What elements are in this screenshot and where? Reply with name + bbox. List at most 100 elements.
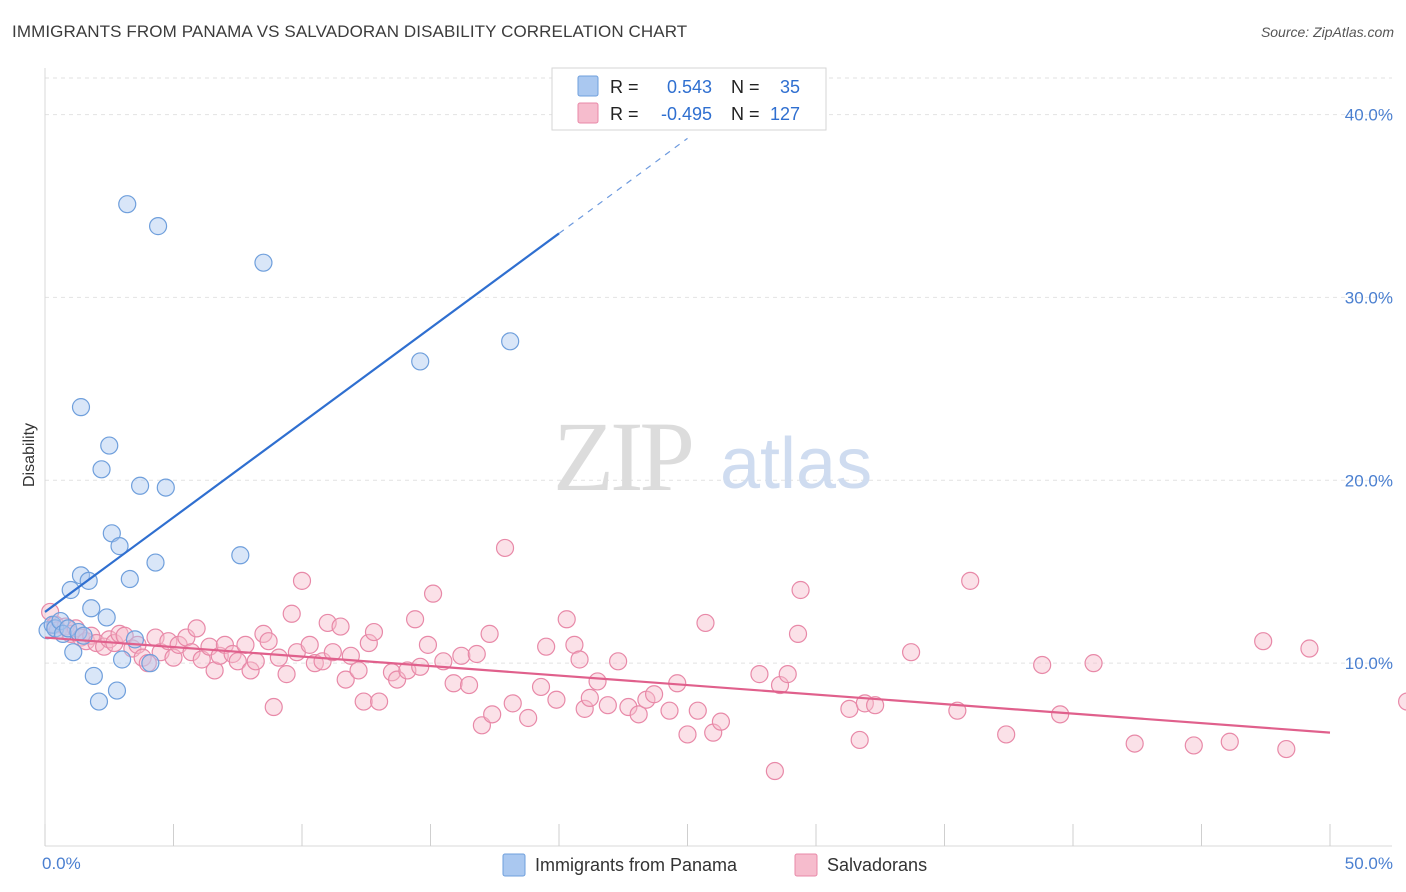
data-point [1184,736,1203,755]
data-point [418,635,438,654]
stats-n-value-blue: 35 [780,77,800,97]
data-point [264,697,283,717]
stats-r-value-blue: 0.543 [667,77,712,97]
data-point [467,644,486,664]
data-point [961,571,980,590]
data-point [1220,732,1239,751]
data-point [84,666,103,686]
bottom-legend: Immigrants from Panama Salvadorans [502,853,927,877]
data-point [1398,692,1406,711]
data-point [215,635,234,654]
data-point [501,332,520,351]
data-point [575,699,594,718]
data-point [452,646,471,665]
legend-label-salvadorans: Salvadorans [827,855,927,875]
data-point [292,571,312,590]
data-point [246,652,265,671]
data-point [765,761,784,781]
data-point [92,460,111,479]
data-point [112,650,132,669]
x-ticks [44,824,1331,846]
data-point [660,701,679,720]
data-point [269,648,288,667]
trendline-panama [44,232,560,613]
data-point [331,617,350,636]
data-point [483,705,502,724]
trendlines [44,137,1331,734]
legend-label-panama: Immigrants from Panama [535,855,738,875]
data-point [156,478,175,497]
chart-title: IMMIGRANTS FROM PANAMA VS SALVADORAN DIS… [12,22,688,41]
data-point [866,696,885,715]
data-point [1254,632,1273,651]
y-axis-title: Disability [21,423,38,487]
data-point [997,725,1016,744]
data-point [110,537,129,556]
data-point [89,692,109,711]
data-point [711,712,731,731]
stats-legend: R = 0.543 N = 35 R = -0.495 N = 127 [551,67,827,131]
y-tick-label: 20.0% [1345,471,1393,490]
data-point [241,661,260,680]
gridlines [45,77,1392,664]
data-point [354,692,373,711]
watermark-atlas: atlas [720,424,872,504]
data-point [148,217,168,236]
x-tick-label-min: 0.0% [42,854,81,873]
data-point [688,701,707,720]
data-point [570,650,589,669]
data-point [370,692,389,711]
stats-legend-swatch-pink [577,102,599,124]
stats-r-label-pink: R = [610,104,639,124]
data-point [503,694,522,713]
data-point [411,352,430,371]
stats-legend-swatch-blue [577,75,599,97]
data-point [588,672,607,691]
data-point [97,608,116,627]
data-point [850,730,869,750]
data-point [495,538,515,558]
data-point [840,699,859,718]
data-point [61,580,80,600]
data-point [323,643,342,662]
data-point [519,708,538,728]
trendline-panama-extension [558,137,688,234]
data-point [1277,739,1296,759]
data-point [423,584,443,603]
data-point [788,624,808,643]
data-point [82,599,101,618]
data-point [364,622,384,642]
data-point [231,546,250,565]
stats-n-value-pink: 127 [770,104,800,124]
data-point [778,665,797,684]
y-tick-labels: 10.0% 20.0% 30.0% 40.0% [1345,106,1393,674]
data-point [1300,639,1319,658]
x-tick-label-max: 50.0% [1345,854,1393,873]
data-point [187,619,206,638]
data-point [277,665,296,684]
data-point [282,604,301,623]
data-point [459,675,479,695]
legend-swatch-salvadorans [794,853,818,877]
data-point [64,643,83,662]
data-point [444,674,463,693]
y-tick-label: 40.0% [1345,106,1393,125]
data-point [120,569,139,589]
data-point [387,670,407,689]
data-point [254,253,273,272]
data-point [609,652,628,671]
data-point [619,697,638,717]
stats-n-label-blue: N = [731,77,760,97]
data-point [901,643,921,662]
data-point [359,633,378,653]
data-point [259,632,278,651]
data-point [118,195,137,214]
data-point [750,665,769,684]
data-point [1084,654,1103,673]
data-point [71,398,91,417]
data-point [1125,734,1144,753]
y-tick-label: 10.0% [1345,654,1393,673]
data-point [405,610,425,629]
data-point [300,635,319,654]
